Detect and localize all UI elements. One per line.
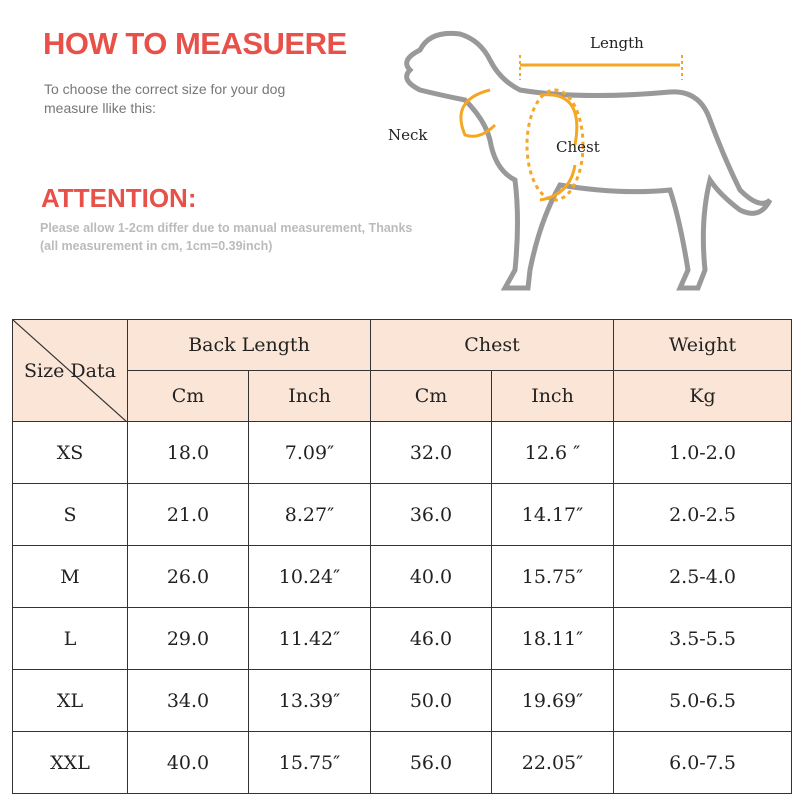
table-row: XXL 40.0 15.75″ 56.0 22.05″ 6.0-7.5 (12, 731, 792, 794)
value-cell: 18.0 (127, 421, 249, 484)
value-cell: 13.39″ (248, 669, 371, 732)
size-cell: XS (12, 421, 128, 484)
value-cell: 36.0 (370, 483, 492, 546)
table-header-row: Size Data Back Length Chest Weight (12, 319, 792, 422)
size-cell: L (12, 607, 128, 670)
table-row: XL 34.0 13.39″ 50.0 19.69″ 5.0-6.5 (12, 669, 792, 732)
neck-label: Neck (388, 126, 428, 144)
dog-outline (404, 30, 773, 291)
value-cell: 34.0 (127, 669, 249, 732)
value-cell: 21.0 (127, 483, 249, 546)
value-cell: 29.0 (127, 607, 249, 670)
size-cell: S (12, 483, 128, 546)
subtitle: To choose the correct size for your dog … (44, 81, 286, 116)
table-row: L 29.0 11.42″ 46.0 18.11″ 3.5-5.5 (12, 607, 792, 670)
header-chest: Chest (370, 319, 614, 371)
unit-cell: Kg (613, 370, 792, 422)
size-cell: M (12, 545, 128, 608)
value-cell: 11.42″ (248, 607, 371, 670)
value-cell: 18.11″ (491, 607, 614, 670)
value-cell: 14.17″ (491, 483, 614, 546)
chest-label: Chest (556, 138, 600, 156)
value-cell: 56.0 (370, 731, 492, 794)
dog-measurement-diagram: Length Neck Chest (388, 30, 773, 291)
value-cell: 40.0 (127, 731, 249, 794)
size-cell: XXL (12, 731, 128, 794)
value-cell: 40.0 (370, 545, 492, 608)
value-cell: 5.0-6.5 (613, 669, 792, 732)
table-unit-row: Cm Inch Cm Inch Kg (13, 370, 792, 422)
header-weight: Weight (613, 319, 792, 371)
value-cell: 32.0 (370, 421, 492, 484)
unit-cell: Inch (248, 370, 371, 422)
value-cell: 6.0-7.5 (613, 731, 792, 794)
corner-cell: Size Data (12, 319, 128, 422)
unit-cell: Cm (127, 370, 249, 422)
value-cell: 19.69″ (491, 669, 614, 732)
value-cell: 10.24″ (248, 545, 371, 608)
table-row: M 26.0 10.24″ 40.0 15.75″ 2.5-4.0 (12, 545, 792, 608)
unit-cell: Cm (370, 370, 492, 422)
table-row: S 21.0 8.27″ 36.0 14.17″ 2.0-2.5 (12, 483, 792, 546)
corner-label: Size Data (24, 359, 116, 382)
table-row: XS 18.0 7.09″ 32.0 12.6 ″ 1.0-2.0 (12, 421, 792, 484)
value-cell: 15.75″ (491, 545, 614, 608)
value-cell: 22.05″ (491, 731, 614, 794)
value-cell: 1.0-2.0 (613, 421, 792, 484)
page-title: HOW TO MEASUERE (43, 26, 347, 61)
attention-note: Please allow 1-2cm differ due to manual … (40, 221, 413, 253)
size-chart-table: Size Data Back Length Chest Weight Cm In… (12, 319, 792, 794)
value-cell: 46.0 (370, 607, 492, 670)
length-label: Length (590, 34, 644, 52)
value-cell: 2.5-4.0 (613, 545, 792, 608)
size-cell: XL (12, 669, 128, 732)
value-cell: 3.5-5.5 (613, 607, 792, 670)
diagonal-divider (13, 320, 127, 422)
value-cell: 12.6 ″ (491, 421, 614, 484)
value-cell: 50.0 (370, 669, 492, 732)
unit-cell: Inch (491, 370, 614, 422)
value-cell: 15.75″ (248, 731, 371, 794)
value-cell: 2.0-2.5 (613, 483, 792, 546)
value-cell: 7.09″ (248, 421, 371, 484)
value-cell: 8.27″ (248, 483, 371, 546)
value-cell: 26.0 (127, 545, 249, 608)
header-back-length: Back Length (127, 319, 371, 371)
attention-heading: ATTENTION: (41, 183, 197, 213)
